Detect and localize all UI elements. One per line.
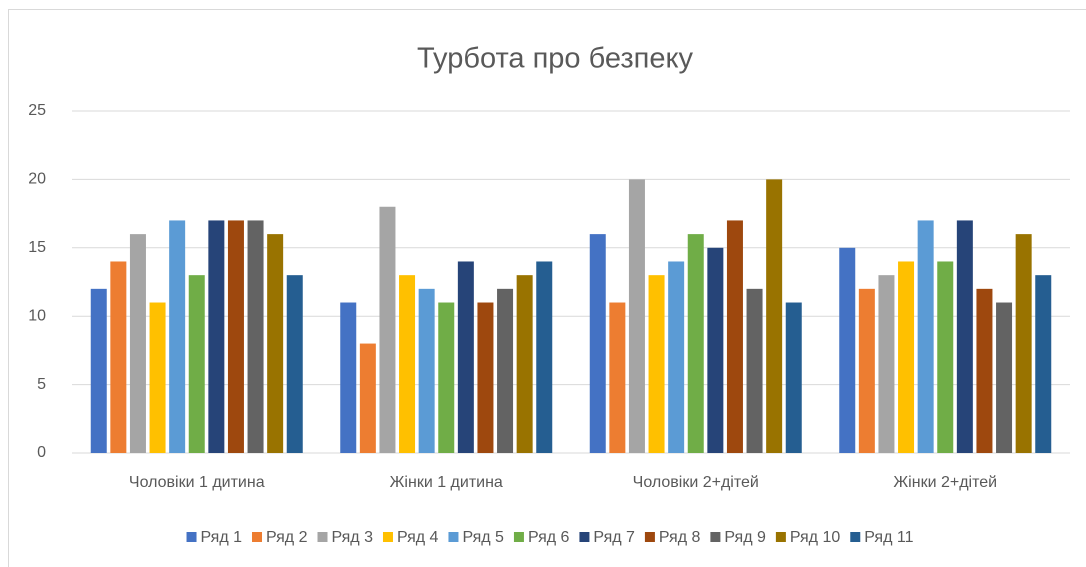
- bar: [726, 220, 743, 453]
- bar: [1035, 275, 1052, 453]
- x-tick-label: Жінки 2+дітей: [893, 474, 997, 491]
- legend-label: Ряд 7: [593, 529, 635, 546]
- y-tick-label: 15: [28, 239, 46, 256]
- bar: [1015, 234, 1032, 453]
- bar: [976, 288, 993, 453]
- bar: [898, 261, 915, 453]
- legend-label: Ряд 6: [528, 529, 570, 546]
- legend-swatch: [710, 532, 721, 542]
- legend-swatch: [317, 532, 328, 542]
- legend-label: Ряд 1: [201, 529, 243, 546]
- bar: [267, 234, 284, 453]
- legend-swatch: [579, 532, 590, 542]
- bar: [399, 275, 416, 453]
- x-tick-label: Жінки 1 дитина: [390, 474, 503, 491]
- bar: [340, 302, 357, 453]
- bar: [707, 247, 724, 453]
- legend-swatch: [850, 532, 861, 542]
- bar: [477, 302, 494, 453]
- legend-label: Ряд 4: [397, 529, 439, 546]
- bar: [687, 234, 704, 453]
- x-tick-label: Чоловіки 2+дітей: [633, 474, 759, 491]
- legend-swatch: [186, 532, 197, 542]
- bar: [110, 261, 127, 453]
- legend-swatch: [513, 532, 524, 542]
- legend-swatch: [382, 532, 393, 542]
- legend-label: Ряд 10: [790, 529, 840, 546]
- legend-swatch: [448, 532, 459, 542]
- bar: [917, 220, 934, 453]
- legend-swatch: [252, 532, 263, 542]
- legend-label: Ряд 3: [331, 529, 373, 546]
- bar: [379, 206, 396, 453]
- y-tick-label: 25: [28, 102, 46, 119]
- legend-label: Ряд 2: [266, 529, 308, 546]
- bar: [208, 220, 225, 453]
- bar: [648, 275, 665, 453]
- bar: [858, 288, 875, 453]
- legend-label: Ряд 9: [724, 529, 766, 546]
- bar: [286, 275, 303, 453]
- bar: [129, 234, 146, 453]
- y-tick-label: 20: [28, 171, 46, 188]
- y-tick-label: 5: [37, 376, 46, 393]
- bar: [746, 288, 763, 453]
- bar: [438, 302, 455, 453]
- y-tick-label: 10: [28, 307, 46, 324]
- bar: [609, 302, 626, 453]
- bar: [227, 220, 244, 453]
- x-tick-label: Чоловіки 1 дитина: [129, 474, 265, 491]
- bar: [937, 261, 954, 453]
- bar: [188, 275, 205, 453]
- bar: [536, 261, 553, 453]
- bar: [457, 261, 474, 453]
- bar: [516, 275, 533, 453]
- bar: [996, 302, 1013, 453]
- bar: [878, 275, 895, 453]
- legend-label: Ряд 5: [462, 529, 504, 546]
- y-tick-label: 0: [37, 444, 46, 461]
- bar: [628, 179, 645, 453]
- bar: [149, 302, 166, 453]
- bar: [497, 288, 514, 453]
- bar: [766, 179, 783, 453]
- bar: [785, 302, 802, 453]
- legend-label: Ряд 8: [659, 529, 701, 546]
- bar: [418, 288, 435, 453]
- legend-swatch: [775, 532, 786, 542]
- legend-label: Ряд 11: [864, 529, 913, 546]
- bar: [90, 288, 107, 453]
- bar: [169, 220, 186, 453]
- bar: [247, 220, 264, 453]
- bar: [839, 247, 856, 453]
- bar: [589, 234, 606, 453]
- legend-swatch: [644, 532, 655, 542]
- bar: [359, 343, 376, 453]
- bar: [668, 261, 685, 453]
- chart-title: Турбота про безпеку: [417, 43, 694, 75]
- bar: [956, 220, 973, 453]
